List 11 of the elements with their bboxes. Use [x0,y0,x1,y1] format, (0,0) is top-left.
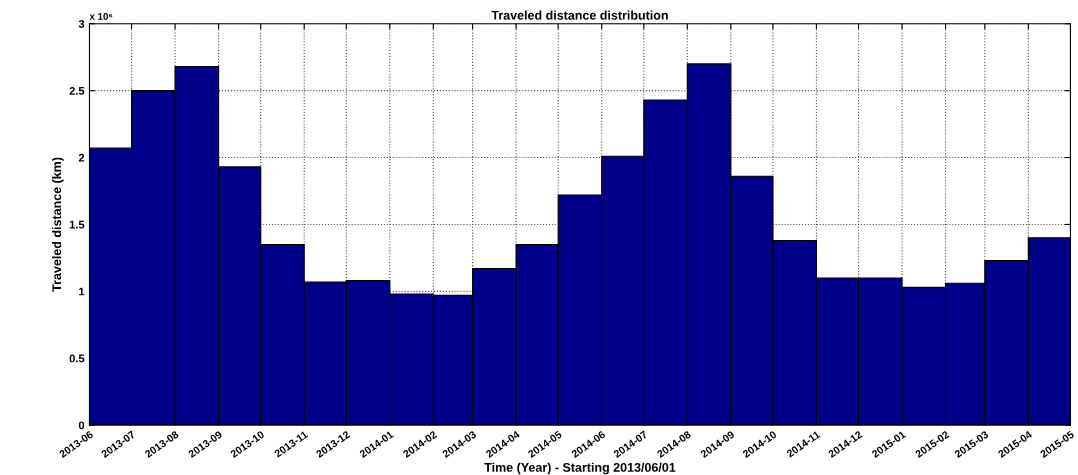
text: x 10⁶ [89,12,113,20]
y-tick-label: 0 [78,421,85,430]
y-tick-label: 2.5 [69,86,85,95]
y-tick-label: 2 [78,153,85,162]
y-tick-label: 1 [79,287,85,296]
y-axis-title: Traveled distance (km) [51,157,64,292]
y-tick-label: 1.5 [69,220,85,229]
y-tick-label: 3 [78,20,85,28]
x-axis-title: Time (Year) - Starting 2013/06/01 [484,462,676,475]
chart-title: Traveled distance distribution [491,10,668,20]
y-tick-label: 0.5 [69,354,85,363]
